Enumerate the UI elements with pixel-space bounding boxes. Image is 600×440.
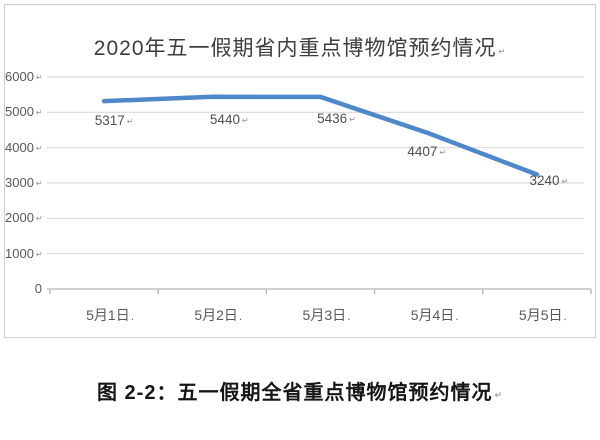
chart-frame: 2020年五一假期省内重点博物馆预约情况 ↵ 6000 ↵ 5000 ↵ 4000 ↵ 300… — [4, 4, 596, 338]
y-axis-tick-label: 0 — [5, 280, 42, 298]
y-axis-tick-label-text: 3000 — [5, 175, 34, 190]
plot-canvas — [47, 76, 592, 294]
data-label-text: 4407 — [407, 144, 438, 160]
data-label: 5440 ↵ — [194, 112, 264, 128]
paragraph-mark: ↵ — [35, 143, 43, 153]
x-axis-category-label-text: 5月5日 — [518, 307, 563, 323]
x-axis-category-label: 5月1日. — [65, 307, 155, 324]
x-axis-category-label-text: 5月3日 — [302, 307, 347, 323]
paragraph-mark: ↵ — [126, 117, 134, 127]
y-axis-tick-label-text: 4000 — [5, 139, 34, 155]
paragraph-mark: . — [455, 309, 459, 323]
chart-title-text: 2020年五一假期省内重点博物馆预约情况 — [93, 37, 497, 60]
paragraph-mark: ↵ — [35, 108, 43, 118]
data-label-text: 5317 — [94, 113, 125, 129]
y-axis-tick-label: 3000 ↵ — [5, 174, 43, 193]
y-axis-tick-label-text: 2000 — [5, 210, 34, 226]
paragraph-mark: ↵ — [498, 47, 507, 56]
y-axis-tick-label-text: 5000 — [5, 104, 34, 120]
data-label-text: 3240 — [529, 172, 560, 188]
paragraph-mark: ↵ — [349, 114, 356, 124]
x-axis-category-label: 5月3日. — [282, 307, 372, 324]
figure-caption: 图 2-2：五一假期全省重点博物馆预约情况 ↵ — [0, 376, 600, 405]
plot-area: 6000 ↵ 5000 ↵ 4000 ↵ 3000 ↵ 2000 ↵ 1000 ↵ 0 5317 ↵ 5440… — [5, 5, 595, 337]
chart-title: 2020年五一假期省内重点博物馆预约情况 ↵ — [5, 32, 595, 62]
y-axis-tick-label: 6000 ↵ — [5, 68, 43, 87]
paragraph-mark: ↵ — [35, 73, 43, 82]
x-axis-category-label-text: 5月1日 — [86, 307, 130, 323]
x-axis-category-label: 5月4日. — [390, 307, 480, 324]
y-axis-tick-label: 5000 ↵ — [5, 103, 43, 122]
x-axis-category-label: 5月5日. — [498, 307, 588, 324]
y-axis-tick-label: 1000 ↵ — [5, 245, 43, 264]
data-label-text: 5440 — [209, 111, 240, 127]
y-axis-tick-label-text: 1000 — [5, 245, 34, 261]
x-axis-category-label-text: 5月4日 — [410, 307, 455, 323]
y-axis-tick-label-text: 6000 — [5, 69, 34, 84]
figure-caption-text: 图 2-2：五一假期全省重点博物馆预约情况 — [96, 382, 493, 404]
paragraph-mark: . — [347, 309, 351, 323]
x-axis-category-label: 5月2日. — [173, 307, 263, 324]
y-axis-tick-label: 4000 ↵ — [5, 139, 43, 158]
paragraph-mark: ↵ — [35, 249, 43, 259]
paragraph-mark: ↵ — [494, 390, 503, 400]
paragraph-mark: ↵ — [35, 179, 43, 188]
data-label: 3240 ↵ — [514, 173, 584, 189]
y-axis-tick-label: 2000 ↵ — [5, 209, 43, 228]
data-label: 4407 ↵ — [392, 144, 462, 160]
paragraph-mark: . — [238, 309, 243, 323]
y-axis-tick-label-text: 0 — [34, 281, 42, 296]
paragraph-mark: ↵ — [561, 176, 569, 186]
data-label: 5436 ↵ — [302, 111, 372, 127]
paragraph-mark: ↵ — [439, 148, 447, 158]
paragraph-mark: . — [563, 309, 567, 323]
paragraph-mark: ↵ — [35, 214, 43, 224]
data-label: 5317 ↵ — [79, 113, 149, 129]
paragraph-mark: . — [130, 309, 135, 323]
data-label-text: 5436 — [317, 110, 348, 126]
x-axis-category-label-text: 5月2日 — [194, 307, 238, 323]
paragraph-mark: ↵ — [241, 115, 249, 125]
series-line — [101, 94, 540, 177]
